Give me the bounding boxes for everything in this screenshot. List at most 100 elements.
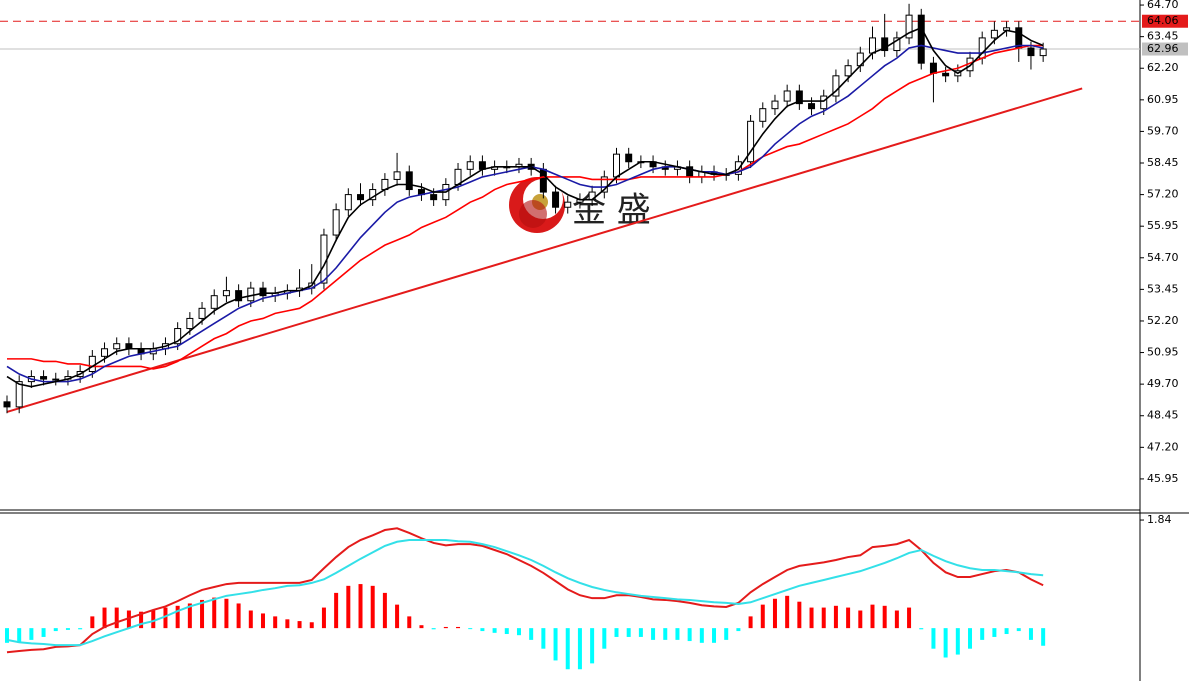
moving-average xyxy=(6,44,1044,383)
y-tick-label: 54.70 xyxy=(1147,251,1179,264)
histogram-bar xyxy=(309,622,314,629)
histogram-bar xyxy=(395,604,400,629)
histogram-bar xyxy=(346,585,351,629)
y-tick-label: 63.45 xyxy=(1147,30,1179,43)
candle-body xyxy=(210,295,218,309)
candle-body xyxy=(759,108,767,122)
candle-body xyxy=(174,328,182,345)
histogram-bar xyxy=(382,592,387,629)
candle-body xyxy=(820,95,828,110)
candle-body xyxy=(747,120,755,163)
candle-body xyxy=(332,209,340,236)
histogram-bar xyxy=(114,607,119,629)
candle-body xyxy=(40,376,48,380)
watermark: 金 盛 xyxy=(572,191,651,231)
histogram-bar xyxy=(955,628,960,655)
histogram-bar xyxy=(760,604,765,629)
histogram-bar xyxy=(724,628,729,640)
candle-body xyxy=(929,62,937,74)
histogram-bar xyxy=(456,626,461,629)
y-tick-label: 53.45 xyxy=(1147,282,1179,295)
histogram-bar xyxy=(175,605,180,629)
candle-body xyxy=(259,287,267,297)
histogram-bar xyxy=(736,628,741,632)
histogram-bar xyxy=(443,626,448,629)
histogram-bar xyxy=(894,610,899,629)
histogram-bar xyxy=(1041,628,1046,646)
histogram-bar xyxy=(431,628,436,630)
candle-body xyxy=(600,176,608,193)
histogram-bar xyxy=(65,628,70,630)
histogram-bar xyxy=(407,616,412,629)
histogram-bar xyxy=(419,625,424,629)
candle-body xyxy=(990,29,998,39)
histogram-bar xyxy=(858,610,863,629)
histogram-bar xyxy=(931,628,936,649)
y-tick-label: 48.45 xyxy=(1147,409,1179,422)
y-tick-label: 59.70 xyxy=(1147,124,1179,137)
candle-body xyxy=(357,194,365,201)
macd-line xyxy=(6,527,1044,654)
histogram-bar xyxy=(992,628,997,637)
histogram-bar xyxy=(236,603,241,629)
histogram-bar xyxy=(772,598,777,629)
candle-body xyxy=(113,343,121,350)
y-tick-label: 47.20 xyxy=(1147,440,1179,453)
histogram-bar xyxy=(163,607,168,629)
candle-body xyxy=(881,37,889,52)
candle-body xyxy=(942,72,950,77)
histogram-bar xyxy=(53,628,58,632)
histogram-bar xyxy=(846,607,851,629)
histogram-bar xyxy=(492,628,497,633)
y-tick-label: 62.20 xyxy=(1147,61,1179,74)
histogram-bar xyxy=(200,599,205,629)
candle-body xyxy=(247,287,255,302)
y-tick-label: 45.95 xyxy=(1147,472,1179,485)
histogram-bar xyxy=(248,610,253,629)
histogram-bar xyxy=(187,603,192,629)
candle-body xyxy=(393,171,401,180)
price-label-box xyxy=(1142,14,1188,28)
histogram-bar xyxy=(577,628,582,670)
histogram-bar xyxy=(260,613,265,629)
histogram-bar xyxy=(41,628,46,637)
histogram-bar xyxy=(297,621,302,629)
candle-body xyxy=(1039,48,1047,57)
histogram-bar xyxy=(809,607,814,629)
histogram-bar xyxy=(919,628,924,630)
histogram-bar xyxy=(980,628,985,640)
histogram-bar xyxy=(29,628,34,640)
candle-body xyxy=(430,194,438,201)
histogram-bar xyxy=(370,585,375,629)
histogram-bar xyxy=(968,628,973,649)
histogram-bar xyxy=(748,616,753,629)
histogram-bar xyxy=(321,607,326,629)
histogram-bar xyxy=(90,616,95,629)
y-tick-label: 64.70 xyxy=(1147,0,1179,11)
candle-body xyxy=(625,153,633,163)
y-tick-label: 58.45 xyxy=(1147,156,1179,169)
candle-body xyxy=(783,90,791,102)
histogram-bar xyxy=(651,628,656,640)
candle-body xyxy=(1027,47,1035,57)
histogram-bar xyxy=(699,628,704,643)
candle-body xyxy=(552,191,560,208)
candle-body xyxy=(344,194,352,211)
histogram-bar xyxy=(358,584,363,629)
price-label: 64.06 xyxy=(1147,14,1179,27)
histogram-bar xyxy=(602,628,607,649)
histogram-bar xyxy=(224,598,229,629)
candle-body xyxy=(795,90,803,105)
candle-body xyxy=(905,14,913,39)
candle-body xyxy=(613,153,620,178)
histogram-bar xyxy=(663,628,668,640)
histogram-bar xyxy=(139,611,144,629)
candle-body xyxy=(405,171,413,191)
price-label: 62.96 xyxy=(1147,42,1179,55)
candle-body xyxy=(844,65,852,77)
histogram-bar xyxy=(687,628,692,642)
candle-body xyxy=(868,37,876,54)
histogram-bar xyxy=(675,628,680,640)
histogram-bar xyxy=(480,628,485,632)
candle-body xyxy=(832,75,840,97)
